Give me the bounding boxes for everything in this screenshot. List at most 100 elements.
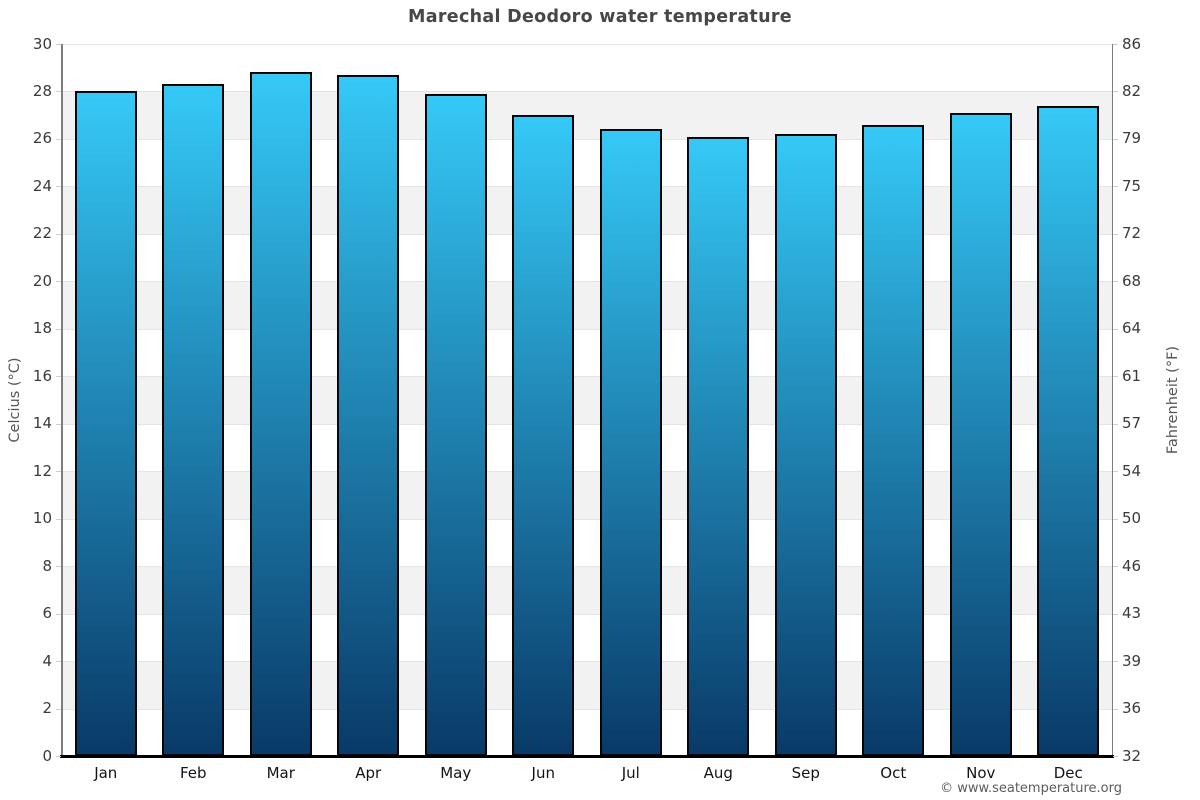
right-tick-label: 72 <box>1122 224 1142 243</box>
left-tick-mark <box>56 91 61 93</box>
right-tick-label: 43 <box>1122 604 1142 623</box>
left-tick-mark <box>56 138 61 140</box>
plot-band <box>62 566 1112 614</box>
right-tick-mark <box>1113 661 1118 663</box>
plot-band <box>62 661 1112 709</box>
gridline <box>62 376 1112 378</box>
bar-may <box>424 93 487 756</box>
left-tick-label: 18 <box>32 319 52 338</box>
left-tick-label: 22 <box>32 224 52 243</box>
gridline <box>62 423 1112 425</box>
month-label-sep: Sep <box>791 764 820 782</box>
month-label-aug: Aug <box>703 764 733 782</box>
right-tick-mark <box>1113 471 1118 473</box>
bar-dec <box>1037 105 1100 756</box>
left-tick-label: 4 <box>42 651 52 670</box>
left-tick-mark <box>56 186 61 188</box>
left-tick-label: 28 <box>32 81 52 100</box>
left-tick-mark <box>56 756 61 757</box>
month-label-oct: Oct <box>880 764 907 782</box>
gridline <box>62 91 1112 93</box>
right-tick-mark <box>1113 186 1118 188</box>
right-tick-mark <box>1113 328 1118 330</box>
right-tick-label: 46 <box>1122 556 1142 575</box>
right-tick-label: 54 <box>1122 461 1142 480</box>
left-tick-label: 14 <box>32 414 52 433</box>
left-tick-mark <box>56 708 61 710</box>
left-tick-mark <box>56 661 61 663</box>
gridline <box>62 138 1112 140</box>
gridline <box>62 281 1112 283</box>
left-tick-label: 8 <box>42 556 52 575</box>
left-tick-mark <box>56 566 61 568</box>
left-tick-label: 30 <box>32 34 52 53</box>
month-label-feb: Feb <box>179 764 207 782</box>
left-tick-mark <box>56 518 61 520</box>
right-tick-label: 79 <box>1122 129 1142 148</box>
left-tick-mark <box>56 44 61 45</box>
bar-apr <box>337 74 400 756</box>
left-tick-mark <box>56 376 61 378</box>
right-tick-label: 86 <box>1122 34 1142 53</box>
bar-aug <box>687 136 750 756</box>
left-tick-label: 0 <box>42 746 52 765</box>
left-tick-mark <box>56 328 61 330</box>
plot-band <box>62 376 1112 424</box>
left-tick-label: 26 <box>32 129 52 148</box>
bar-sep <box>774 134 837 756</box>
right-tick-mark <box>1113 376 1118 378</box>
left-tick-label: 16 <box>32 366 52 385</box>
right-tick-mark <box>1113 233 1118 235</box>
plot-band <box>62 471 1112 519</box>
right-tick-mark <box>1113 566 1118 568</box>
month-label-dec: Dec <box>1053 764 1083 782</box>
left-tick-mark <box>56 613 61 615</box>
right-tick-label: 68 <box>1122 271 1142 290</box>
right-tick-mark <box>1113 44 1118 45</box>
gridline <box>62 44 1112 45</box>
bar-mar <box>249 72 312 756</box>
month-label-may: May <box>440 764 472 782</box>
right-tick-label: 50 <box>1122 509 1142 528</box>
right-tick-mark <box>1113 423 1118 425</box>
gridline <box>62 471 1112 473</box>
bar-jan <box>74 91 137 756</box>
left-tick-label: 2 <box>42 699 52 718</box>
bar-jul <box>599 129 662 756</box>
right-tick-mark <box>1113 91 1118 93</box>
right-tick-label: 39 <box>1122 651 1142 670</box>
right-tick-mark <box>1113 281 1118 283</box>
bar-nov <box>949 112 1012 756</box>
month-label-jan: Jan <box>94 764 118 782</box>
gridline <box>62 328 1112 330</box>
right-tick-label: 36 <box>1122 699 1142 718</box>
month-label-jun: Jun <box>531 764 555 782</box>
copyright-text: © www.seatemperature.org <box>940 781 1122 796</box>
right-tick-mark <box>1113 138 1118 140</box>
gridline <box>62 566 1112 568</box>
right-tick-label: 82 <box>1122 81 1142 100</box>
left-tick-label: 24 <box>32 176 52 195</box>
plot-band <box>62 281 1112 329</box>
plot-band <box>62 186 1112 234</box>
right-tick-mark <box>1113 518 1118 520</box>
month-label-mar: Mar <box>266 764 295 782</box>
gridline <box>62 233 1112 235</box>
right-tick-label: 75 <box>1122 176 1142 195</box>
right-tick-label: 61 <box>1122 366 1142 385</box>
month-label-nov: Nov <box>966 764 996 782</box>
right-axis-title: Fahrenheit (°F) <box>1165 345 1181 455</box>
right-tick-mark <box>1113 756 1118 757</box>
plot-band <box>62 91 1112 139</box>
left-tick-label: 10 <box>32 509 52 528</box>
month-label-jul: Jul <box>621 764 640 782</box>
bar-jun <box>512 115 575 756</box>
left-tick-mark <box>56 471 61 473</box>
right-tick-label: 64 <box>1122 319 1142 338</box>
gridline <box>62 708 1112 710</box>
right-axis-line <box>1111 44 1113 756</box>
bar-oct <box>862 124 925 756</box>
left-axis-line <box>61 44 63 756</box>
gridline <box>62 661 1112 663</box>
